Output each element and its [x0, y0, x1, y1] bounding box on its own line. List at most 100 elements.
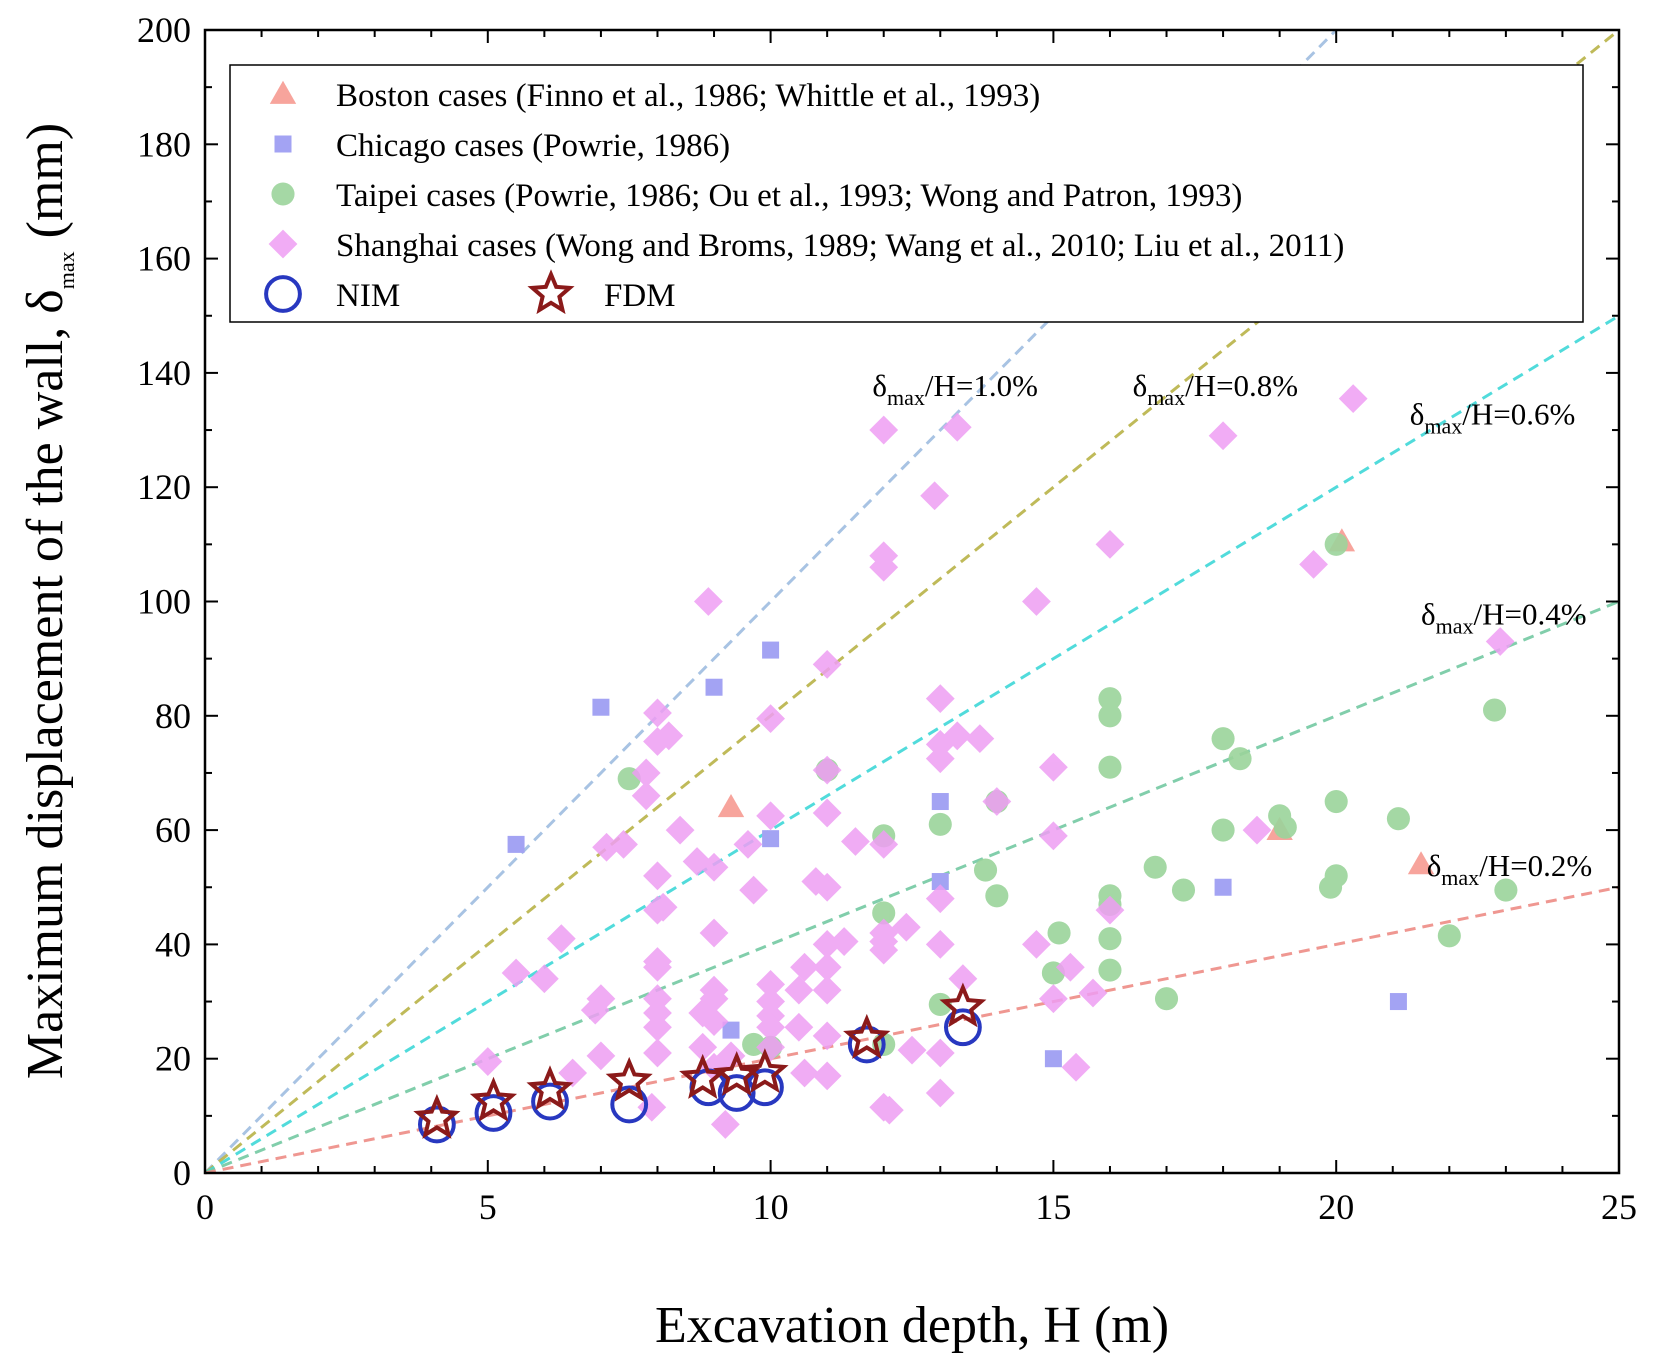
ratio-label-subscript: max — [1436, 613, 1474, 638]
y-tick-label: 100 — [137, 582, 191, 622]
data-point-diamond-60 — [812, 1061, 842, 1091]
data-point-square-2 — [705, 678, 723, 696]
data-point-diamond-39 — [739, 875, 769, 905]
data-point-diamond-89 — [1039, 821, 1068, 851]
data-point-diamond-71 — [874, 1095, 904, 1125]
series-square — [507, 641, 1407, 1068]
ratio-label-subscript: max — [887, 385, 925, 410]
reference-line-2 — [204, 314, 1620, 1175]
data-point-diamond-57 — [812, 952, 842, 982]
data-point-diamond-42 — [756, 970, 785, 999]
legend-symbol-circle — [271, 182, 295, 206]
data-point-diamond-81 — [925, 1078, 955, 1108]
y-axis-title-subscript: max — [54, 251, 79, 289]
ratio-label-value: /H=0.2% — [1479, 848, 1592, 883]
data-point-diamond-41 — [756, 801, 785, 831]
reference-line-4 — [204, 885, 1620, 1175]
data-point-star-6 — [741, 1048, 789, 1094]
data-point-circle-13 — [1047, 921, 1071, 945]
legend-symbol-open-circle — [264, 275, 302, 313]
ratio-label-delta: δ — [1133, 368, 1148, 403]
data-point-diamond-2 — [529, 964, 559, 994]
data-point-diamond-74 — [920, 481, 950, 511]
legend-label-square: Chicago cases (Powrie, 1986) — [336, 128, 730, 164]
data-point-diamond-10 — [637, 1092, 667, 1122]
ratio-label-delta: δ — [1427, 848, 1442, 883]
y-tick-label: 0 — [173, 1153, 191, 1193]
legend-label-open-circle: NIM — [336, 278, 400, 314]
data-point-diamond-96 — [1095, 895, 1125, 925]
data-point-diamond-100 — [1338, 384, 1368, 414]
data-point-diamond-28 — [688, 1032, 718, 1062]
ratio-label-delta: δ — [1410, 396, 1425, 431]
data-point-diamond-49 — [790, 1058, 819, 1088]
data-point-diamond-31 — [699, 918, 729, 948]
data-point-diamond-77 — [925, 744, 955, 774]
data-point-circle-22 — [1154, 987, 1179, 1011]
data-point-diamond-4 — [558, 1058, 588, 1088]
reference-line-label-0: δmax/H=1.0% — [872, 368, 1038, 410]
reference-line-label-4: δmax/H=0.2% — [1427, 848, 1593, 890]
data-point-diamond-53 — [812, 755, 842, 785]
data-point-diamond-18 — [643, 952, 672, 982]
data-point-diamond-65 — [869, 552, 899, 582]
data-point-diamond-15 — [643, 861, 672, 891]
data-point-circle-29 — [1324, 532, 1348, 556]
ratio-label-value: /H=1.0% — [925, 368, 1038, 403]
data-point-diamond-82 — [942, 412, 972, 442]
x-tick-label: 20 — [1318, 1187, 1354, 1227]
series-diamond — [473, 384, 1515, 1139]
legend-label-triangle: Boston cases (Finno et al., 1986; Whittl… — [336, 78, 1040, 114]
axis-ticks — [204, 29, 1620, 1174]
data-point-diamond-11 — [631, 758, 661, 788]
data-point-circle-7 — [928, 812, 952, 836]
y-axis-title-main: Maximum displacement of the wall, δ — [17, 289, 74, 1079]
data-point-circle-15 — [1098, 704, 1122, 728]
data-point-triangle-0 — [717, 794, 745, 818]
data-point-diamond-34 — [699, 1007, 729, 1036]
data-point-diamond-48 — [784, 1012, 814, 1042]
data-point-diamond-9 — [609, 829, 638, 859]
data-point-circle-32 — [1318, 875, 1343, 899]
reference-line-label-3: δmax/H=0.4% — [1421, 596, 1587, 638]
data-point-star-3 — [605, 1056, 653, 1102]
data-point-diamond-0 — [473, 1047, 503, 1076]
data-point-diamond-3 — [546, 924, 576, 954]
reference-line-label-2: δmax/H=0.6% — [1410, 396, 1576, 438]
y-tick-label: 40 — [155, 924, 191, 964]
y-tick-label: 140 — [137, 353, 191, 393]
data-point-diamond-69 — [869, 935, 899, 965]
data-point-diamond-6 — [586, 984, 616, 1014]
legend-marker-circle — [271, 182, 295, 206]
data-point-diamond-72 — [891, 912, 921, 942]
data-point-diamond-75 — [925, 684, 955, 714]
ratio-label-subscript: max — [1424, 413, 1462, 438]
reference-line-label-1: δmax/H=0.8% — [1133, 368, 1299, 410]
data-point-diamond-80 — [925, 1038, 955, 1068]
series-open-circle — [417, 1008, 982, 1144]
data-point-circle-9 — [973, 858, 998, 882]
data-point-diamond-36 — [710, 1110, 740, 1139]
data-point-circle-30 — [1324, 789, 1348, 814]
data-point-diamond-50 — [790, 952, 819, 982]
legend: Boston cases (Finno et al., 1986; Whittl… — [229, 64, 1584, 323]
data-point-open-circle-3 — [610, 1085, 649, 1124]
data-point-diamond-12 — [631, 781, 661, 811]
legend-symbol-star — [527, 269, 575, 315]
data-point-square-0 — [507, 835, 525, 853]
x-axis-title: Excavation depth, H (m) — [655, 1297, 1169, 1354]
legend-marker-square — [274, 135, 292, 153]
legend-marker-diamond — [268, 229, 298, 259]
data-point-diamond-40 — [756, 704, 785, 734]
y-tick-label: 200 — [137, 10, 191, 50]
data-point-diamond-85 — [965, 724, 995, 754]
data-point-circle-34 — [1437, 924, 1461, 948]
data-point-diamond-88 — [1039, 752, 1068, 782]
data-point-square-9 — [1214, 878, 1232, 896]
data-point-diamond-78 — [925, 884, 955, 914]
data-point-star-0 — [413, 1093, 461, 1139]
data-point-circle-14 — [1098, 687, 1122, 711]
data-point-star-4 — [679, 1053, 727, 1099]
data-point-diamond-73 — [897, 1035, 927, 1065]
data-point-diamond-66 — [869, 829, 899, 859]
